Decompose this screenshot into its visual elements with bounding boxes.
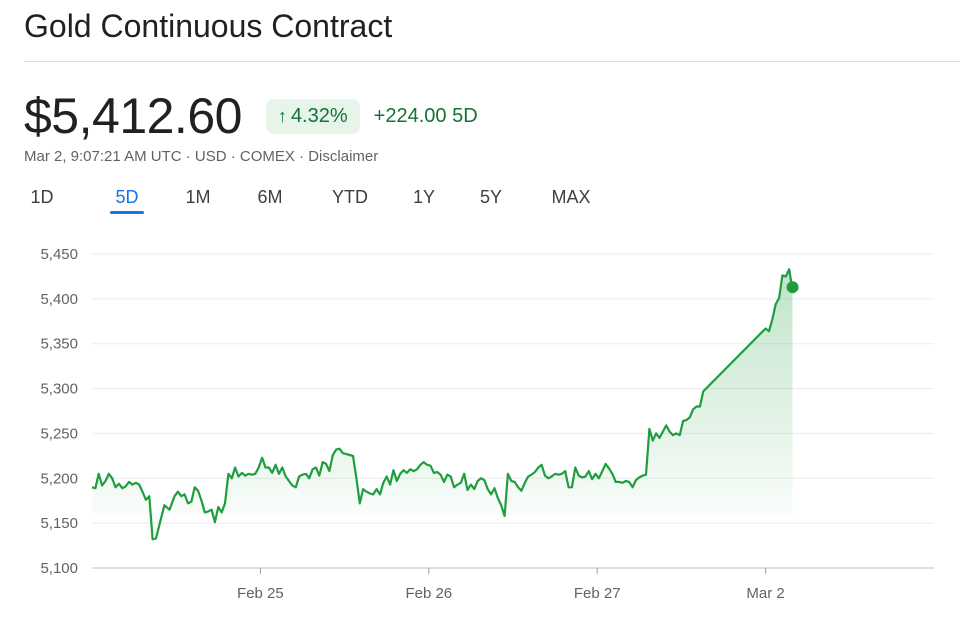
active-tab-indicator <box>110 211 144 214</box>
tab-label: 5Y <box>479 187 503 207</box>
tab-label: 1D <box>30 187 54 207</box>
y-tick-label: 5,150 <box>40 515 78 532</box>
y-tick-label: 5,350 <box>40 336 78 353</box>
series-line <box>91 268 794 541</box>
current-price: $5,412.60 <box>24 88 242 144</box>
absolute-change: +224.00 5D <box>373 104 478 127</box>
tab-5d[interactable]: 5D <box>110 184 144 214</box>
x-tick-label: Feb 25 <box>237 585 284 602</box>
tab-label: 1M <box>185 187 211 207</box>
page-title: Gold Continuous Contract <box>24 8 393 44</box>
x-tick-label: Feb 27 <box>574 585 621 602</box>
header-divider <box>24 61 960 62</box>
tab-label: 1Y <box>412 187 436 207</box>
arrow-up-icon: ↑ <box>277 105 287 126</box>
tab-ytd[interactable]: YTD <box>328 184 372 214</box>
tab-label: 6M <box>257 187 283 207</box>
price-chart[interactable]: 5,450 5,400 5,350 5,300 5,250 5,200 5,150 5,100… <box>0 230 960 622</box>
tab-5y[interactable]: 5Y <box>476 184 506 214</box>
y-tick-label: 5,400 <box>40 291 78 308</box>
tab-max[interactable]: MAX <box>546 184 596 214</box>
tab-1d[interactable]: 1D <box>24 184 60 214</box>
tab-label: MAX <box>551 187 591 207</box>
x-tick-label: Feb 26 <box>405 585 452 602</box>
tab-1y[interactable]: 1Y <box>410 184 438 214</box>
tab-1m[interactable]: 1M <box>180 184 216 214</box>
quote-row: $5,412.60 ↑ 4.32% +224.00 5D <box>24 86 478 146</box>
tab-label: 5D <box>115 187 139 207</box>
y-tick-label: 5,300 <box>40 381 78 398</box>
last-price-dot <box>786 281 799 294</box>
y-tick-label: 5,100 <box>40 560 78 577</box>
y-tick-label: 5,200 <box>40 470 78 487</box>
percent-change-badge: ↑ 4.32% <box>265 98 360 134</box>
quote-meta: Mar 2, 9:07:21 AM UTC · USD · COMEX · Di… <box>24 148 379 165</box>
x-tick-label: Mar 2 <box>746 585 784 602</box>
y-tick-label: 5,250 <box>40 425 78 442</box>
series-area <box>92 269 793 540</box>
tab-label: YTD <box>332 187 368 207</box>
tab-6m[interactable]: 6M <box>250 184 290 214</box>
percent-change-value: 4.32% <box>290 104 348 127</box>
y-tick-label: 5,450 <box>40 246 78 263</box>
